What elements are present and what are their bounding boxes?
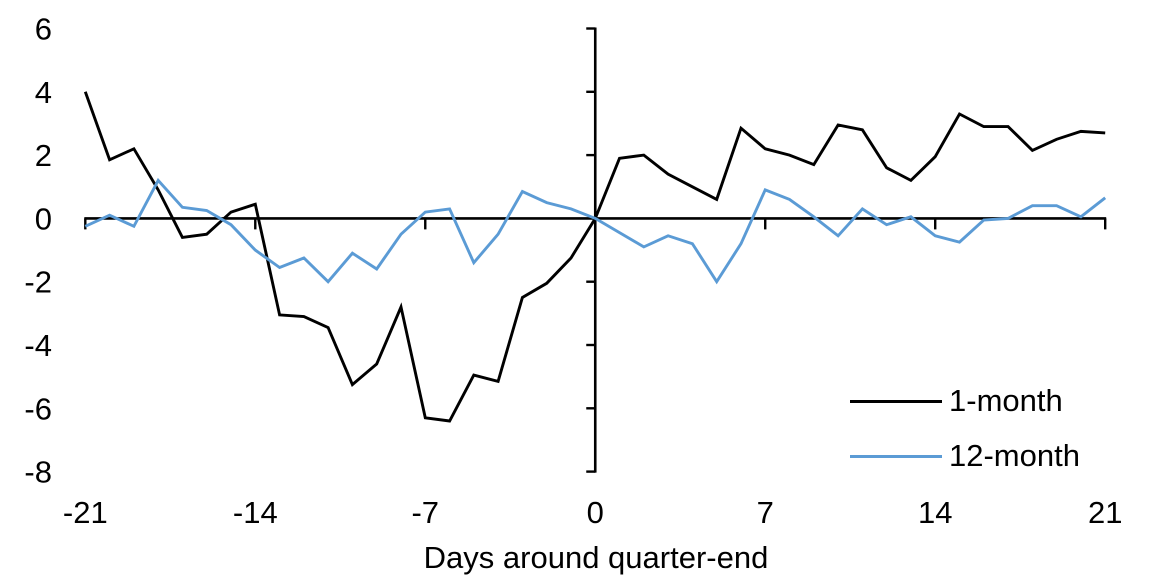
x-tick-label: -7: [411, 495, 439, 530]
y-tick-label: -8: [24, 455, 52, 490]
legend-line-swatch-1-month: [850, 399, 942, 403]
x-tick-label: 14: [918, 495, 952, 530]
x-tick-label: -21: [63, 495, 108, 530]
legend-item-12-month: 12-month: [850, 439, 1080, 473]
legend-line-swatch-12-month: [850, 454, 942, 458]
legend-label-12-month: 12-month: [949, 438, 1080, 473]
legend-label-1-month: 1-month: [949, 383, 1063, 418]
y-tick-label: -4: [24, 328, 52, 363]
y-tick-label: -6: [24, 391, 52, 426]
y-tick-label: 4: [35, 75, 52, 110]
x-tick-label: -14: [233, 495, 278, 530]
y-tick-label: -2: [24, 265, 52, 300]
y-tick-label: 6: [35, 12, 52, 47]
x-tick-label: 7: [757, 495, 774, 530]
series-line-12-month: [84, 177, 1107, 285]
legend-item-1-month: 1-month: [850, 384, 1063, 418]
x-axis-title: Days around quarter-end: [423, 540, 769, 575]
x-tick-label: 21: [1088, 495, 1122, 530]
y-tick-label: 2: [35, 138, 52, 173]
x-tick-label: 0: [587, 495, 604, 530]
y-tick-label: 0: [35, 201, 52, 236]
